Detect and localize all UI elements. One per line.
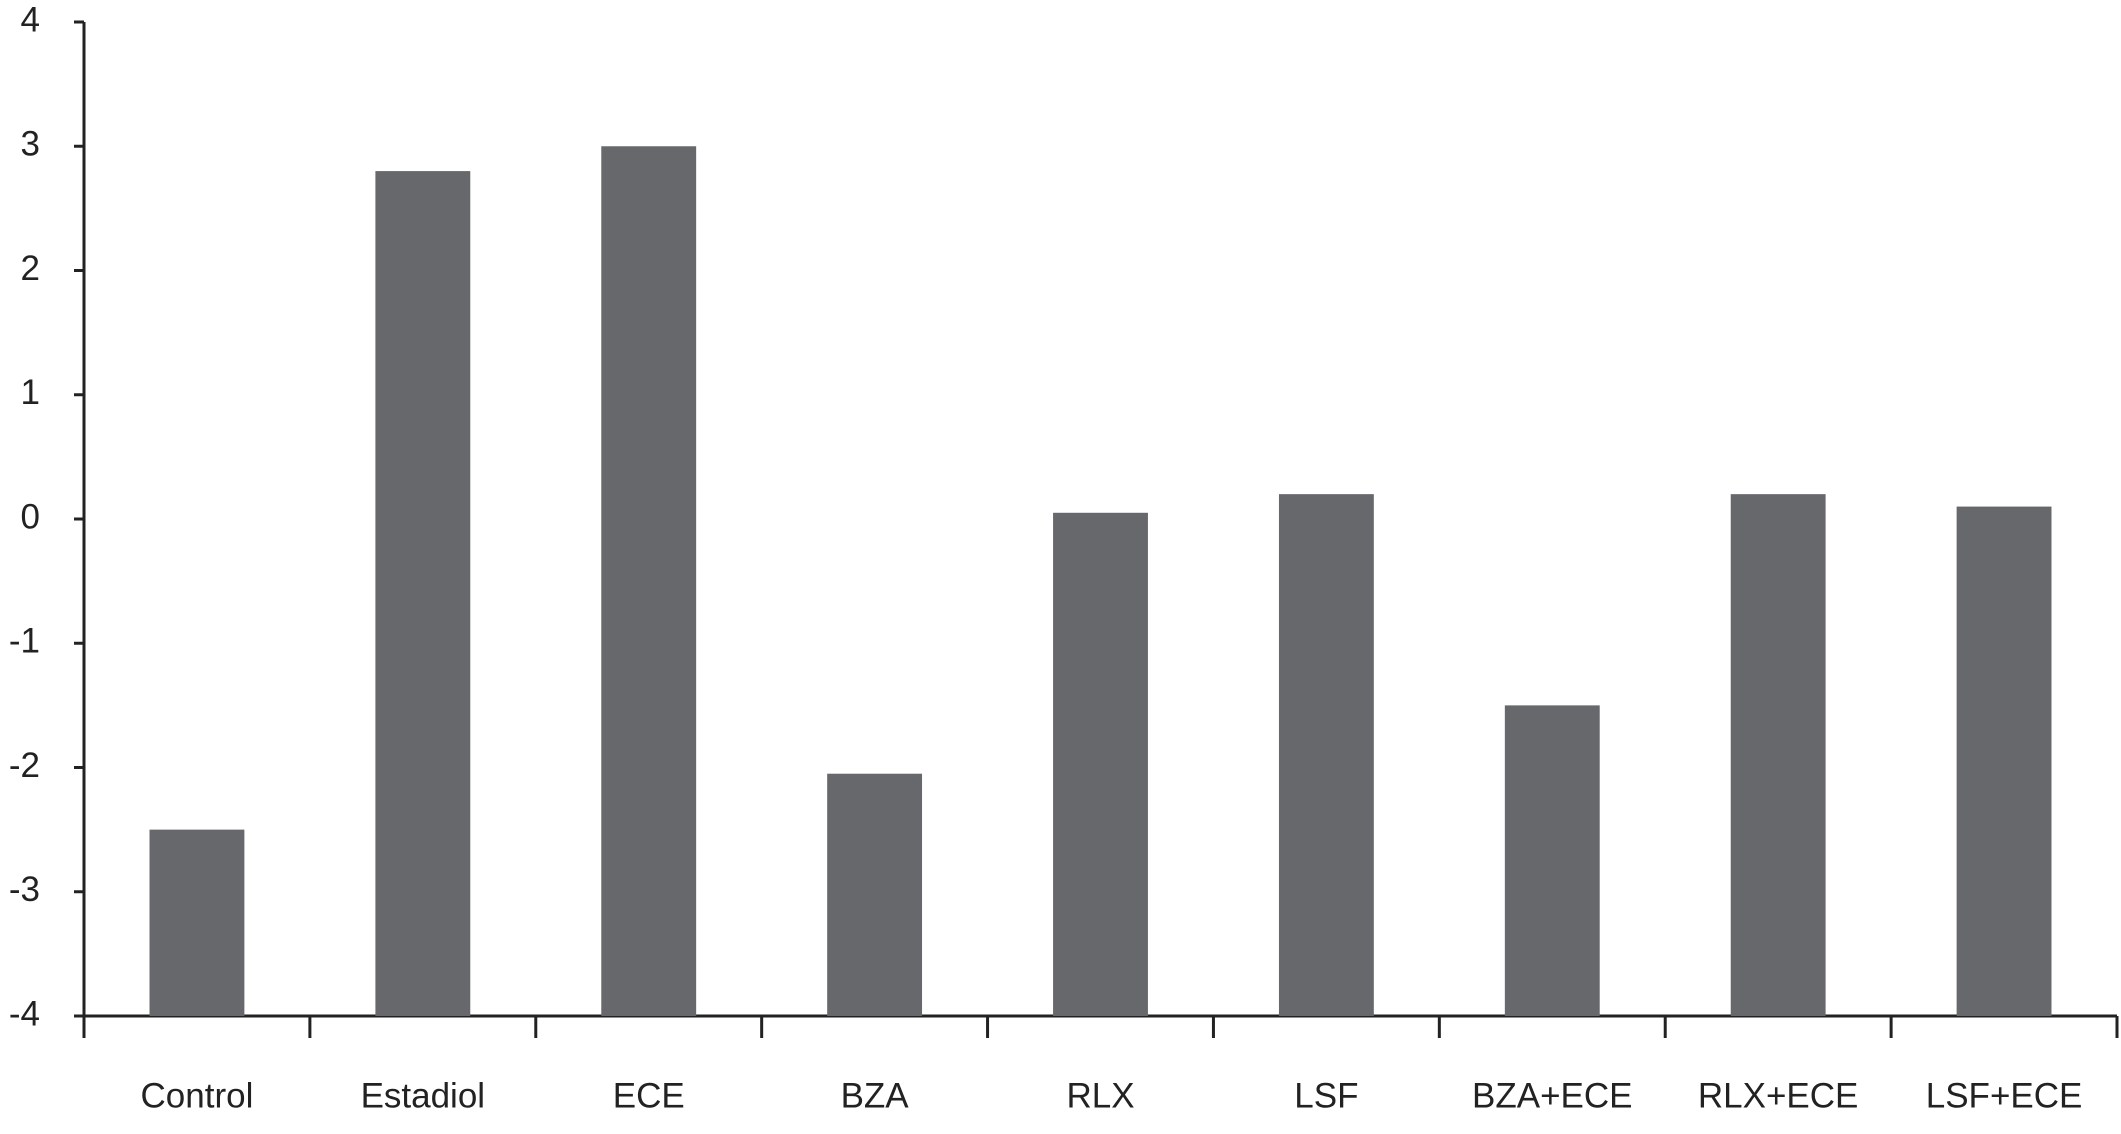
bar bbox=[601, 146, 697, 1016]
x-tick-label: LSF+ECE bbox=[1926, 1076, 2083, 1115]
bar bbox=[1278, 494, 1374, 1016]
bar bbox=[1956, 506, 2052, 1016]
x-tick-label: Control bbox=[141, 1076, 254, 1115]
bar bbox=[1730, 494, 1826, 1016]
y-tick-label: 3 bbox=[21, 125, 40, 164]
bar bbox=[1504, 705, 1600, 1016]
y-tick-label: 0 bbox=[21, 497, 40, 536]
bar bbox=[375, 171, 471, 1017]
bar bbox=[827, 773, 923, 1016]
y-tick-label: -4 bbox=[9, 994, 40, 1033]
y-tick-label: -1 bbox=[9, 622, 40, 661]
y-tick-label: -3 bbox=[9, 870, 40, 909]
bar bbox=[149, 829, 245, 1016]
x-tick-label: Estadiol bbox=[361, 1076, 486, 1115]
y-tick-label: -2 bbox=[9, 746, 40, 785]
bar bbox=[1053, 512, 1148, 1016]
x-tick-label: RLX bbox=[1066, 1076, 1134, 1115]
y-tick-label: 1 bbox=[21, 373, 40, 412]
x-tick-label: ECE bbox=[613, 1076, 685, 1115]
y-tick-label: 2 bbox=[21, 249, 40, 288]
y-tick-label: 4 bbox=[21, 0, 40, 39]
x-tick-label: BZA+ECE bbox=[1472, 1076, 1632, 1115]
x-tick-label: BZA bbox=[841, 1076, 910, 1115]
x-tick-label: RLX+ECE bbox=[1698, 1076, 1859, 1115]
x-tick-label: LSF bbox=[1294, 1076, 1358, 1115]
